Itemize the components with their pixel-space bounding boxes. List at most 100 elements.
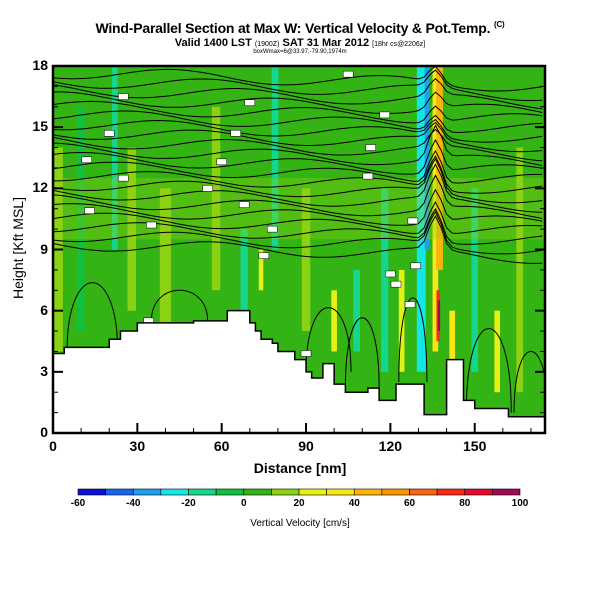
contour-label: [267, 225, 278, 233]
contour-label: [258, 252, 270, 259]
field-cell: [271, 66, 279, 250]
theta-contours: [53, 66, 545, 413]
theta-contour: [53, 124, 543, 167]
field-cell: [159, 188, 172, 352]
contour-label: [390, 280, 402, 288]
theta-contour: [150, 289, 209, 321]
colorbar-tick-label: 0: [240, 498, 247, 509]
theta-contour: [53, 174, 543, 219]
theta-contour: [53, 215, 543, 264]
field-cell: [301, 188, 311, 332]
colorbar-label: Vertical Velocity [cm/s]: [250, 518, 350, 529]
valid-date: SAT 31 Mar 2012: [282, 37, 370, 49]
theta-contour: [53, 201, 543, 235]
colorbar-bin: [271, 488, 300, 496]
colorbar-tick-label: -60: [70, 498, 86, 509]
terrain: [52, 309, 546, 434]
field-cell: [416, 66, 426, 372]
theta-contour: [53, 188, 543, 226]
box-info: boxWmax=6@33.97,-79.90,1974m: [253, 49, 347, 55]
x-tick-label: 0: [49, 438, 57, 454]
x-tick-label: 90: [298, 438, 314, 454]
theta-contour: [53, 69, 543, 102]
colorbar-bin: [160, 488, 189, 496]
field-cell: [127, 147, 136, 311]
y-tick-label: 9: [40, 240, 48, 257]
x-tick-label: 150: [463, 438, 487, 454]
valid-utc: (1900Z): [254, 41, 280, 48]
contour-label: [300, 350, 312, 357]
contour-label: [81, 156, 92, 164]
theta-contour: [53, 163, 543, 213]
contour-label: [362, 172, 374, 180]
field-cell: [331, 290, 337, 352]
theta-contour: [53, 210, 543, 255]
theta-contour: [513, 351, 545, 413]
contour-label: [244, 99, 256, 106]
y-tick-label: 3: [40, 362, 48, 379]
colorbar-bin: [436, 488, 466, 496]
field-cell: [240, 229, 248, 332]
field-cell: [211, 106, 221, 291]
theta-contour: [53, 78, 543, 110]
theta-contour: [53, 110, 543, 134]
contour-label: [146, 221, 157, 229]
theta-contour: [66, 282, 119, 352]
field-cell: [516, 147, 524, 393]
colorbar-tick-label: 100: [511, 498, 529, 509]
contour-label: [103, 130, 115, 137]
colorbar: [77, 488, 521, 496]
theta-contour: [53, 121, 543, 153]
valid-time: Valid 1400 LST: [174, 37, 252, 49]
field-cell: [77, 106, 85, 332]
field-cell: [449, 310, 456, 360]
theta-contour: [344, 317, 380, 389]
field-cell: [471, 188, 479, 372]
colorbar-bin: [353, 488, 383, 496]
colorbar-bin: [326, 488, 355, 496]
x-axis-label: Distance [nm]: [253, 460, 347, 476]
y-tick-label: 0: [40, 424, 48, 440]
field-cell: [112, 66, 118, 250]
colorbar-tick-label: -20: [181, 498, 196, 509]
colorbar-bin: [492, 488, 521, 496]
theta-contour: [53, 91, 543, 115]
contour-label: [379, 111, 390, 119]
colorbar-bin: [188, 488, 217, 496]
theta-contour: [53, 157, 543, 204]
field-cell: [353, 269, 361, 352]
colorbar-bin: [298, 488, 327, 496]
colorbar-tick-label: 40: [348, 498, 360, 509]
contour-label: [238, 201, 250, 208]
colorbar-bin: [243, 488, 272, 496]
x-tick-label: 60: [213, 438, 230, 454]
y-tick-label: 6: [40, 301, 48, 318]
theta-contour: [53, 66, 543, 92]
colorbar-bin: [464, 488, 493, 496]
contour-label: [407, 217, 419, 225]
contour-label: [385, 270, 396, 278]
contour-label: [404, 301, 416, 308]
x-tick-label: 120: [378, 438, 403, 454]
colorbar-bin: [105, 488, 134, 496]
colorbar-bin: [77, 488, 106, 496]
colorbar-bin: [132, 488, 162, 496]
contour-label: [84, 207, 95, 215]
field-cell: [437, 300, 441, 332]
contour-label: [365, 144, 376, 151]
x-tick-label: 30: [129, 438, 146, 454]
theta-contour: [465, 328, 512, 413]
y-tick-label: 15: [32, 118, 48, 135]
colorbar-tick-label: 20: [293, 498, 305, 509]
y-tick-label: 18: [32, 57, 48, 73]
contour-label: [410, 262, 421, 270]
field-cell: [258, 249, 264, 291]
theta-contour: [53, 128, 543, 162]
colorbar-bin: [409, 488, 438, 496]
axes: [52, 65, 545, 434]
theta-contour: [53, 138, 543, 175]
theta-contour: [53, 100, 543, 124]
field-cell: [398, 269, 405, 372]
field-cell: [494, 310, 501, 393]
